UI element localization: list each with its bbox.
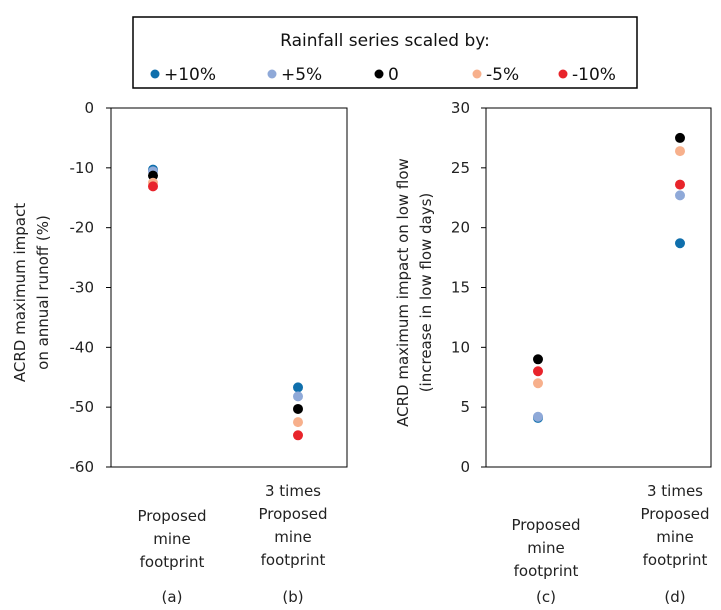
- legend-label-1: +5%: [281, 65, 322, 85]
- right-ylabel-line-1: (increase in low flow days): [417, 193, 435, 393]
- right-xcat-1-line-2: mine: [656, 528, 694, 546]
- left-xcat-1-line-3: footprint: [261, 551, 326, 569]
- left-point-x5x-1: [293, 417, 303, 428]
- left-ytick-label-2: -20: [70, 219, 95, 237]
- right-xcat-1-line-3: footprint: [643, 551, 708, 569]
- left-ytick-label-6: -60: [70, 458, 95, 476]
- legend: Rainfall series scaled by: +10% +5% 0 -5% -1…: [132, 16, 638, 89]
- right-ytick-label-3: 15: [451, 279, 470, 297]
- chart-right: 0 5 10 15 20 25 30 ACRD maximum impact on low …: [394, 99, 712, 606]
- right-xcat-0-line-0: Proposed: [511, 516, 580, 534]
- left-xcat-0-line-2: footprint: [140, 553, 205, 571]
- right-ytick-label-5: 25: [451, 159, 470, 177]
- right-panel-label-0: (c): [536, 588, 556, 606]
- left-xcat-1-line-0: 3 times: [265, 482, 321, 500]
- right-point-0-1: [675, 132, 685, 143]
- right-xcat-1-line-0: 3 times: [647, 482, 703, 500]
- legend-marker-2: [374, 69, 384, 79]
- left-ytick-label-5: -50: [70, 398, 95, 416]
- right-point-x5x-0: [533, 378, 543, 389]
- left-point-x10x-0: [148, 181, 158, 192]
- right-ytick-label-4: 20: [451, 219, 470, 237]
- left-point-x5x-1: [293, 391, 303, 402]
- left-ytick-label-3: -30: [70, 279, 95, 297]
- right-ylabel-line-0: ACRD maximum impact on low flow: [394, 158, 412, 427]
- right-point-x5x-1: [675, 146, 685, 157]
- left-point-0-1: [293, 403, 303, 414]
- left-ytick-label-4: -40: [70, 338, 95, 356]
- left-ylabel-line-0: ACRD maximum impact: [11, 203, 29, 382]
- right-xcat-0-line-2: footprint: [514, 562, 579, 580]
- left-point-0-0: [148, 170, 158, 181]
- right-point-x10x-1: [675, 238, 685, 249]
- right-ytick-label-6: 30: [451, 99, 470, 117]
- left-point-x10x-1: [293, 382, 303, 393]
- legend-label-2: 0: [388, 65, 399, 85]
- left-ytick-label-0: 0: [84, 99, 94, 117]
- right-point-0-0: [533, 354, 543, 365]
- right-xcat-0-line-1: mine: [527, 539, 565, 557]
- legend-marker-3: [472, 69, 482, 79]
- left-panel-label-0: (a): [162, 588, 183, 606]
- right-xcat-1-line-1: Proposed: [640, 505, 709, 523]
- left-xcat-1-line-1: Proposed: [258, 505, 327, 523]
- chart-left: 0 -10 -20 -30 -40 -50 -60 ACRD maximum impact o…: [11, 99, 348, 606]
- left-ylabel-line-1: on annual runoff (%): [34, 215, 52, 370]
- left-point-x10x-1: [293, 430, 303, 441]
- left-ytick-label-1: -10: [70, 159, 95, 177]
- right-ytick-label-0: 0: [460, 458, 470, 476]
- legend-label-0: +10%: [164, 65, 216, 85]
- left-panel-label-1: (b): [282, 588, 303, 606]
- left-xcat-0-line-1: mine: [153, 530, 191, 548]
- left-xcat-1-line-2: mine: [274, 528, 312, 546]
- left-xcat-0-line-0: Proposed: [137, 507, 206, 525]
- right-point-x5x-0: [533, 411, 543, 422]
- right-point-x5x-1: [675, 190, 685, 201]
- right-ytick-label-1: 5: [460, 398, 470, 416]
- legend-marker-0: [150, 69, 160, 79]
- legend-label-4: -10%: [572, 65, 616, 85]
- legend-marker-4: [558, 69, 568, 79]
- right-panel-label-1: (d): [664, 588, 685, 606]
- legend-label-3: -5%: [486, 65, 519, 85]
- legend-title: Rainfall series scaled by:: [280, 31, 490, 51]
- right-point-x10x-0: [533, 366, 543, 377]
- right-ytick-label-2: 10: [451, 338, 470, 356]
- legend-box: [132, 16, 638, 89]
- right-point-x10x-1: [675, 179, 685, 190]
- legend-marker-1: [267, 69, 277, 79]
